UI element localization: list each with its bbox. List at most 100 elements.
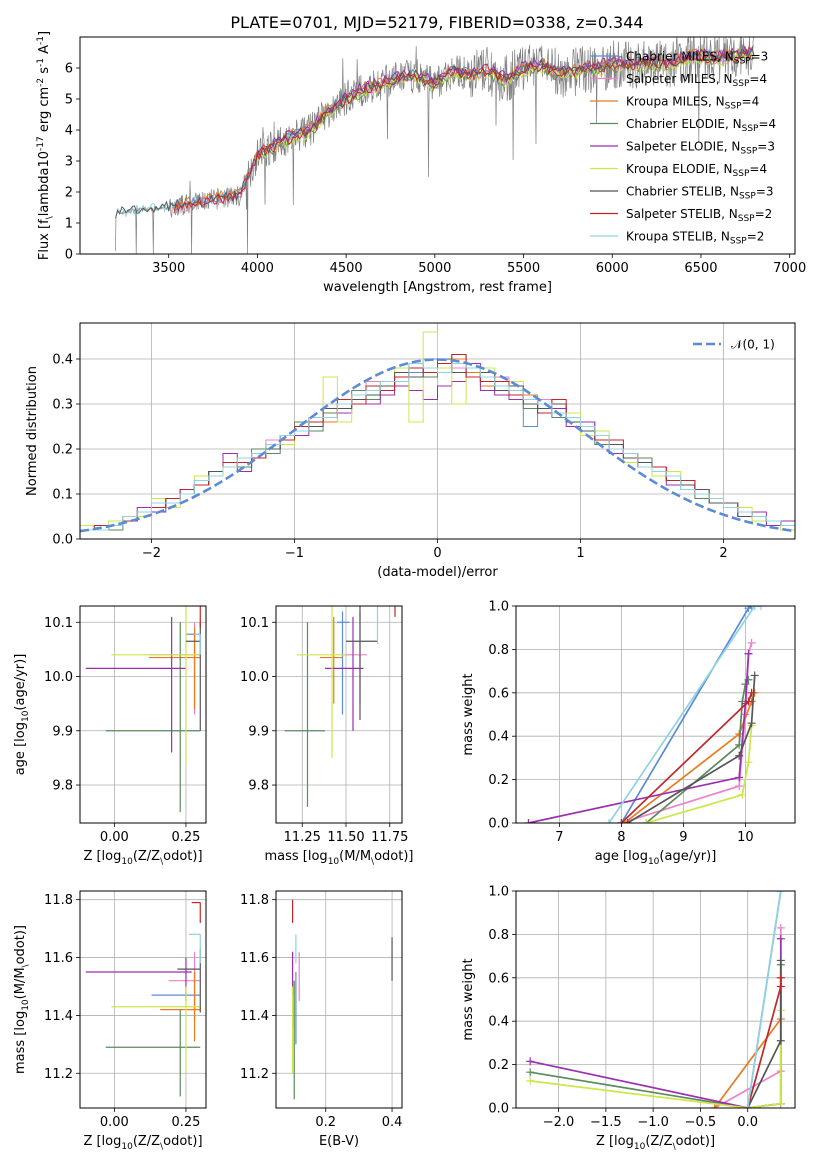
normal-curve-line [80, 358, 795, 533]
y-tick-label: 0.8 [488, 928, 509, 943]
axes-mass-age: 11.25 11.50 11.75 9.8 9.9 10.0 10.1 mass [log10… [240, 605, 414, 867]
weight-marker-chabrier_stelib [776, 1036, 785, 1045]
axes-z-age: 0.00 0.25 9.8 9.9 10.0 10.1 Z [log10(Z/Z\odot)… [13, 605, 207, 867]
weight-marker-salpeter_elodie [776, 934, 785, 943]
figure-title: PLATE=0701, MJD=52179, FIBERID=0338, z=0… [230, 13, 643, 32]
y-tick-label: 9.9 [248, 724, 269, 739]
y-axis-label: Normed distribution [25, 366, 40, 496]
weight-line-salpeter_elodie [528, 653, 750, 823]
y-tick-label: 10.1 [44, 616, 73, 631]
axes-frame [275, 890, 403, 1109]
weight-line-salpeter_miles [621, 642, 753, 823]
x-tick-label: −1.0 [637, 1115, 669, 1130]
y-tick-label: 2 [65, 186, 73, 201]
axes-ebv-mass: 0.2 0.4 11.2 11.4 11.6 11.8 E(B-V) [240, 890, 403, 1149]
plot-area [85, 901, 201, 1097]
weight-marker-kroupa_stelib [605, 819, 613, 823]
x-tick-label: 8 [617, 830, 625, 845]
weight-marker-kroupa_stelib [750, 606, 759, 610]
x-tick-label: 9 [679, 830, 687, 845]
y-tick-label: 0.0 [488, 1102, 509, 1117]
weight-marker-kroupa_elodie [776, 1099, 785, 1108]
weight-marker-kroupa_elodie [744, 758, 753, 767]
legend-label: Salpeter ELODIE, NSSP=3 [626, 140, 775, 157]
weight-marker-chabrier_stelib [776, 956, 785, 965]
y-tick-label: 9.8 [248, 779, 269, 794]
x-tick-label: 10 [737, 830, 754, 845]
axes-z-mass: 0.00 0.25 11.2 11.4 11.6 11.8 Z [log10(Z/Z\odo… [13, 890, 207, 1152]
x-tick-label: 5000 [418, 261, 451, 276]
legend-label: Chabrier STELIB, NSSP=3 [626, 185, 774, 202]
y-tick-label: 11.8 [44, 893, 73, 908]
x-tick-label: −1 [285, 546, 304, 561]
legend-label: Salpeter MILES, NSSP=4 [626, 72, 767, 89]
y-tick-label: 0.0 [52, 533, 73, 548]
weight-marker-kroupa_elodie [642, 819, 651, 823]
legend-label: Kroupa MILES, NSSP=4 [626, 95, 759, 112]
x-tick-label: 3500 [152, 261, 185, 276]
x-tick-label: 0.25 [171, 1115, 200, 1130]
x-tick-label: 6000 [596, 261, 629, 276]
weight-line-kroupa_elodie [645, 725, 753, 823]
y-tick-label: 10.1 [240, 616, 269, 631]
legend-label: Chabrier MILES, NSSP=3 [626, 50, 768, 67]
weight-marker-kroupa_elodie [526, 1076, 535, 1085]
x-tick-label: 4000 [241, 261, 274, 276]
weight-line-kroupa_stelib [746, 891, 782, 1108]
x-tick-label: 11.25 [284, 830, 321, 845]
y-tick-label: 11.2 [240, 1067, 269, 1082]
x-axis-label: E(B-V) [319, 1134, 359, 1149]
weight-marker-salpeter_stelib [744, 697, 753, 706]
weight-line-salpeter_elodie [530, 938, 782, 1108]
weight-marker-salpeter_miles [776, 923, 785, 932]
y-axis-label: mass weight [461, 673, 476, 755]
weight-marker-kroupa_elodie [738, 790, 747, 799]
y-tick-label: 0.8 [488, 643, 509, 658]
x-tick-label: −2 [142, 546, 161, 561]
weight-marker-chabrier_elodie [741, 680, 750, 689]
x-tick-label: 11.75 [371, 830, 408, 845]
weight-marker-chabrier_stelib [735, 751, 744, 760]
y-tick-label: 0.4 [488, 1015, 509, 1030]
weight-marker-salpeter_stelib [617, 819, 626, 823]
model-line-kroupa_elodie [256, 51, 754, 164]
y-tick-label: 9.8 [52, 779, 73, 794]
weight-marker-chabrier_stelib [623, 819, 632, 823]
y-tick-label: 4 [65, 124, 73, 139]
weight-line-chabrier_stelib [627, 675, 756, 823]
legend-label: 𝒩(0, 1) [731, 338, 775, 352]
weight-marker-salpeter_miles [747, 638, 756, 647]
y-axis-label: mass [log10(M/M\odot)] [13, 925, 31, 1074]
x-axis-label: Z [log10(Z/Z\odot)] [83, 849, 202, 867]
axes-frame [515, 605, 796, 824]
x-axis-label: age [log10(age/yr)] [595, 849, 717, 867]
weight-marker-salpeter_elodie [735, 773, 744, 782]
axes-frame [515, 890, 796, 1109]
x-axis-label: (data-model)/error [377, 565, 498, 580]
y-tick-label: 0.3 [52, 398, 73, 413]
weight-marker-salpeter_stelib [776, 982, 785, 991]
y-tick-label: 5 [65, 93, 73, 108]
x-tick-label: −1.5 [590, 1115, 622, 1130]
axes-frame [79, 36, 796, 255]
x-tick-label: 4500 [330, 261, 363, 276]
y-axis-label: Flux [f\lambda10-17 erg cm-2 s-1 A-1] [36, 31, 55, 260]
model-line-chabrier_stelib [115, 46, 755, 219]
weight-marker-kroupa_stelib [756, 606, 765, 610]
weight-marker-chabrier_elodie [526, 1068, 535, 1077]
x-axis-label: Z [log10(Z/Z\odot)] [83, 1134, 202, 1152]
y-tick-label: 11.4 [44, 1009, 73, 1024]
y-tick-label: 0.2 [52, 443, 73, 458]
weight-marker-chabrier_stelib [747, 719, 756, 728]
y-tick-label: 11.8 [240, 893, 269, 908]
model-line-salpeter_stelib [173, 48, 754, 214]
y-tick-label: 0.6 [488, 686, 509, 701]
weight-line-chabrier_elodie [530, 964, 782, 1108]
y-tick-label: 1.0 [488, 885, 509, 900]
x-tick-label: 1 [576, 546, 584, 561]
model-line-salpeter_elodie [256, 45, 754, 158]
weight-line-kroupa_elodie [530, 1010, 782, 1108]
y-axis-label: mass weight [461, 958, 476, 1040]
y-tick-label: 0.0 [488, 817, 509, 832]
y-tick-label: 10.0 [44, 670, 73, 685]
